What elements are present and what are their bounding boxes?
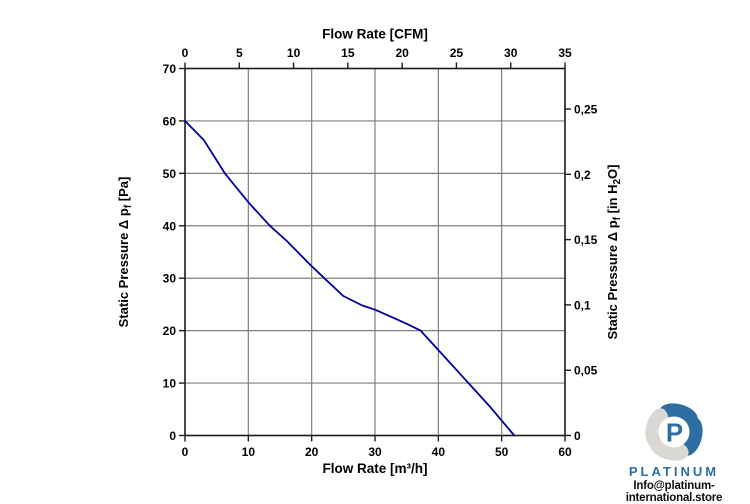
gridlines xyxy=(185,68,565,436)
tick-label: 40 xyxy=(163,219,177,233)
tick-label: 0,1 xyxy=(574,298,591,312)
tick-label: 30 xyxy=(504,46,518,60)
tick-label: 15 xyxy=(341,46,355,60)
tick-label: 0 xyxy=(574,429,581,443)
tick-label: 60 xyxy=(558,445,572,459)
tick-label: 0 xyxy=(182,46,189,60)
right-axis-title: Static Pressure Δ pf [in H2O] xyxy=(605,164,623,339)
top-axis-tick-labels: 0 5 10 15 20 25 30 35 xyxy=(182,46,572,60)
right-axis-tick-labels: 0 0,05 0,1 0,15 0,2 0,25 xyxy=(574,103,598,443)
platinum-email-text: Info@platinum-international.store xyxy=(625,480,723,504)
platinum-logo-icon: P xyxy=(599,402,749,464)
tick-label: 10 xyxy=(163,377,177,391)
tick-label: 35 xyxy=(558,46,572,60)
bottom-axis-title: Flow Rate [m³/h] xyxy=(323,461,428,476)
tick-label: 20 xyxy=(163,324,177,338)
tick-label: 0,05 xyxy=(574,364,598,378)
tick-label: 0,25 xyxy=(574,103,598,117)
tick-label: 40 xyxy=(432,445,446,459)
tick-label: 10 xyxy=(287,46,301,60)
tick-label: 0,15 xyxy=(574,233,598,247)
tick-label: 5 xyxy=(236,46,243,60)
left-axis-title: Static Pressure Δ pf [Pa] xyxy=(116,177,134,328)
tick-label: 20 xyxy=(395,46,409,60)
tick-label: 30 xyxy=(163,272,177,286)
platinum-logo-swirl-icon: P xyxy=(645,403,703,461)
tick-label: 50 xyxy=(163,167,177,181)
left-axis-tick-labels: 0 10 20 30 40 50 60 70 xyxy=(163,62,177,443)
tick-label: 30 xyxy=(368,445,382,459)
tick-label: 20 xyxy=(305,445,319,459)
platinum-watermark: P PLATINUM Info@platinum-international.s… xyxy=(599,402,749,504)
tick-marks xyxy=(179,62,571,442)
tick-label: 0 xyxy=(169,429,176,443)
tick-label: 0,2 xyxy=(574,168,591,182)
tick-label: 50 xyxy=(495,445,509,459)
bottom-axis-tick-labels: 0 10 20 30 40 50 60 xyxy=(182,445,572,459)
tick-label: 0 xyxy=(182,445,189,459)
svg-text:P: P xyxy=(666,419,683,447)
top-axis-title: Flow Rate [CFM] xyxy=(322,27,428,42)
tick-label: 70 xyxy=(163,62,177,76)
tick-label: 60 xyxy=(163,114,177,128)
tick-label: 10 xyxy=(242,445,256,459)
tick-label: 25 xyxy=(450,46,464,60)
fan-curve-line xyxy=(184,120,516,437)
platinum-brand-text: PLATINUM xyxy=(628,464,720,479)
